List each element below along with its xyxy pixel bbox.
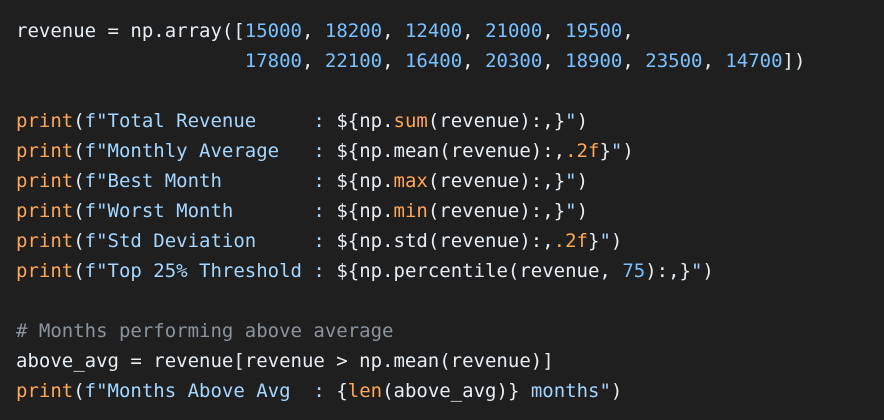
code-token: above_avg = revenue[revenue > np.mean(re… xyxy=(16,350,554,372)
code-token: , xyxy=(622,50,646,72)
code-token xyxy=(16,50,245,72)
code-line: print(f"Months Above Avg : {len(above_av… xyxy=(16,376,884,406)
code-token: " xyxy=(690,260,703,282)
code-token: f"Months Above Avg : xyxy=(84,380,337,402)
code-token: } xyxy=(599,140,611,162)
code-token: ) xyxy=(610,230,623,252)
code-token: f"Monthly Average : xyxy=(84,140,337,162)
code-token: , xyxy=(382,50,405,72)
code-line: print(f"Best Month : ${np.max(revenue):,… xyxy=(16,166,884,196)
code-token: ( xyxy=(73,110,85,132)
code-token: " xyxy=(565,170,577,192)
code-token: ${np. xyxy=(336,110,394,132)
code-token: 16400 xyxy=(404,50,463,72)
code-token: , xyxy=(702,50,726,72)
code-token: # Months performing above average xyxy=(16,320,394,342)
code-line: print(f"Monthly Average : ${np.mean(reve… xyxy=(16,136,884,166)
code-token: , xyxy=(542,50,566,72)
code-token: f"Std Deviation : xyxy=(84,230,337,252)
code-block: revenue = np.array([15000, 18200, 12400,… xyxy=(16,16,884,406)
code-token: (above_avg)} xyxy=(382,380,520,402)
code-token: 20300 xyxy=(485,50,543,72)
code-token: ( xyxy=(73,260,85,282)
code-token: print xyxy=(16,200,74,222)
code-token: len xyxy=(347,380,383,402)
code-token: ]) xyxy=(782,50,806,72)
code-token: print xyxy=(16,260,74,282)
code-token: 18200 xyxy=(324,20,383,42)
code-line xyxy=(16,286,884,316)
code-token: , xyxy=(462,50,486,72)
code-token: revenue = np.array([ xyxy=(16,20,245,42)
code-token: ${np.mean(revenue):, xyxy=(336,140,566,162)
code-token: , xyxy=(301,50,325,72)
code-token: print xyxy=(16,140,74,162)
code-token: ) xyxy=(576,200,589,222)
code-token: print xyxy=(16,170,74,192)
code-token: ${np.percentile(revenue, xyxy=(336,260,623,282)
code-token: (revenue):,} xyxy=(427,200,566,222)
code-line: print(f"Worst Month : ${np.min(revenue):… xyxy=(16,196,884,226)
code-line: print(f"Total Revenue : ${np.sum(revenue… xyxy=(16,106,884,136)
code-token: .2f xyxy=(565,140,600,162)
code-token: 14700 xyxy=(725,50,783,72)
code-token: max xyxy=(393,170,428,192)
code-token: 19500 xyxy=(565,20,623,42)
code-token: " xyxy=(565,200,577,222)
code-token: ) xyxy=(576,110,589,132)
code-line: revenue = np.array([15000, 18200, 12400,… xyxy=(16,16,884,46)
code-token: sum xyxy=(393,110,428,132)
code-token: print xyxy=(16,380,74,402)
code-token: print xyxy=(16,230,74,252)
code-token: ${np. xyxy=(336,200,394,222)
code-token: min xyxy=(393,200,428,222)
code-line: above_avg = revenue[revenue > np.mean(re… xyxy=(16,346,884,376)
code-token: print xyxy=(16,110,74,132)
code-token: 12400 xyxy=(404,20,463,42)
code-token: , xyxy=(462,20,486,42)
code-token: } xyxy=(588,230,600,252)
code-token: ( xyxy=(73,230,85,252)
code-token: ( xyxy=(73,200,85,222)
code-token: (revenue):,} xyxy=(427,170,566,192)
code-line: # Months performing above average xyxy=(16,316,884,346)
code-line: 17800, 22100, 16400, 20300, 18900, 23500… xyxy=(16,46,884,76)
code-token: , xyxy=(542,20,566,42)
code-token: ${np.std(revenue):, xyxy=(336,230,554,252)
code-token: months" xyxy=(519,380,611,402)
code-token: ) xyxy=(610,380,623,402)
code-token: 75 xyxy=(622,260,646,282)
code-token: " xyxy=(565,110,577,132)
code-line xyxy=(16,76,884,106)
code-line: print(f"Top 25% Threshold : ${np.percent… xyxy=(16,256,884,286)
code-token: f"Top 25% Threshold : xyxy=(84,260,337,282)
code-token: 21000 xyxy=(485,20,543,42)
code-token: { xyxy=(336,380,348,402)
code-token: .2f xyxy=(553,230,588,252)
code-token: 18900 xyxy=(565,50,623,72)
code-token: ( xyxy=(73,380,85,402)
code-token: ) xyxy=(622,140,634,162)
code-token: 15000 xyxy=(244,20,302,42)
code-token: ) xyxy=(576,170,589,192)
code-token: , xyxy=(301,20,325,42)
code-token: , xyxy=(622,20,634,42)
code-token: (revenue):,} xyxy=(427,110,566,132)
code-token: f"Worst Month : xyxy=(84,200,337,222)
code-token: f"Best Month : xyxy=(84,170,337,192)
code-token: ( xyxy=(73,140,85,162)
code-token: " xyxy=(610,140,623,162)
code-token: ( xyxy=(73,170,85,192)
code-token: ) xyxy=(702,260,714,282)
code-token: 23500 xyxy=(645,50,703,72)
code-token: f"Total Revenue : xyxy=(84,110,337,132)
code-token: 22100 xyxy=(324,50,383,72)
code-token: ${np. xyxy=(336,170,394,192)
code-token: 17800 xyxy=(244,50,302,72)
code-token: , xyxy=(382,20,405,42)
code-token: " xyxy=(599,230,611,252)
code-line: print(f"Std Deviation : ${np.std(revenue… xyxy=(16,226,884,256)
code-token: ):,} xyxy=(645,260,691,282)
